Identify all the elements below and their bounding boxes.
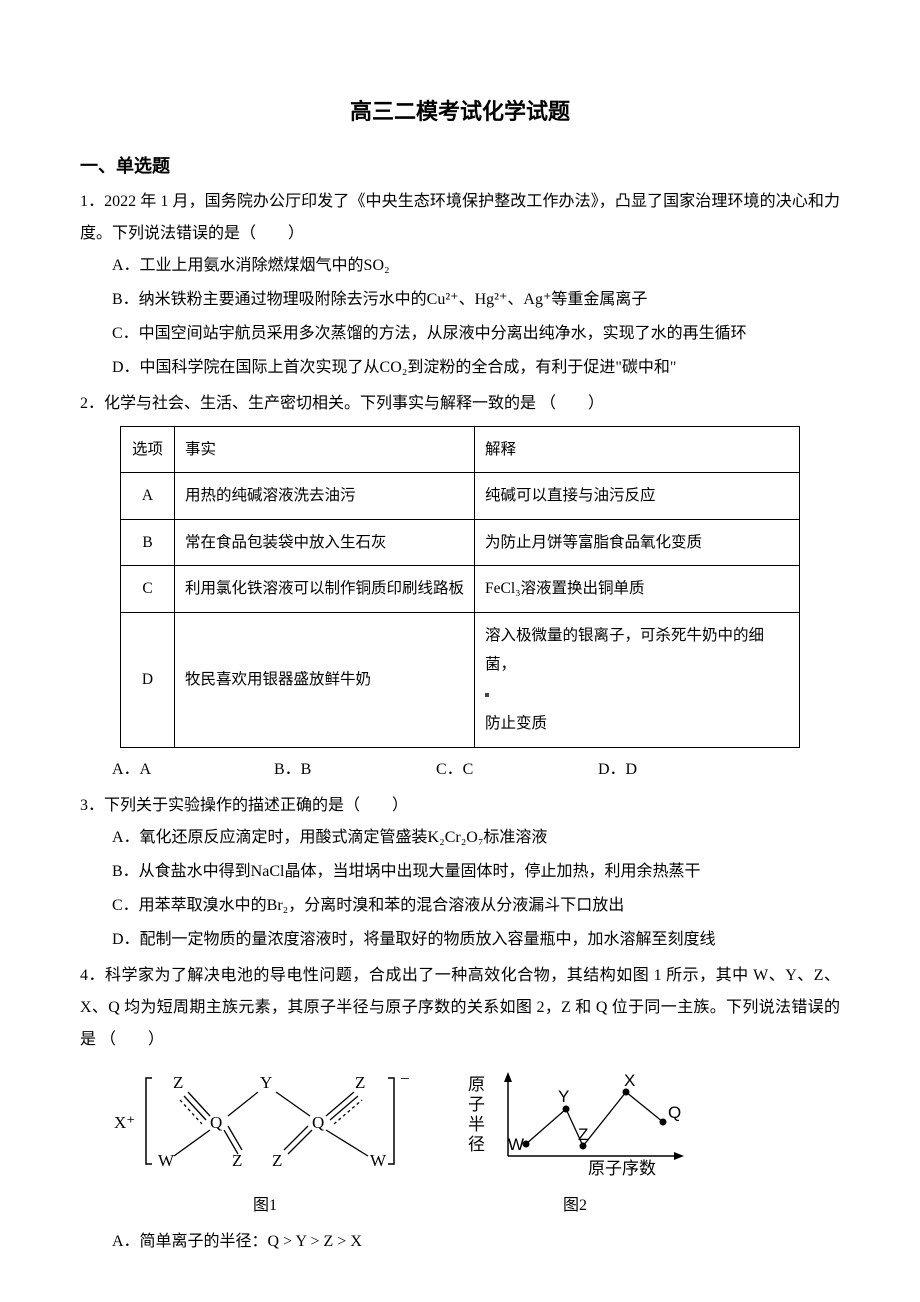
fig2-polyline [526,1092,663,1146]
q2-row-d-exp-line1: 溶入极微量的银离子，可杀死牛奶中的细菌， [485,627,764,673]
bullet-dot-icon [485,693,489,697]
fig2-xlabel: 原子序数 [588,1159,656,1176]
figure-1-svg: X⁺ − Q Z W Z Y [110,1066,420,1176]
q4-figures: X⁺ − Q Z W Z Y [110,1066,840,1222]
table-row: C 利用氯化铁溶液可以制作铜质印刷线路板 FeCl₃溶液置换出铜单质 [121,566,800,612]
fig2-lbl: Q [668,1103,681,1122]
fig1-label-y: Y [260,1073,272,1092]
bracket-right-icon [388,1078,394,1164]
q2-cell: D [121,612,175,747]
q4-option-a: A．简单离子的半径：Q > Y > Z > X [112,1226,840,1258]
bond-icon [228,1126,242,1150]
arrowhead-icon [674,1152,684,1160]
bond-icon [174,1130,210,1156]
bond-icon [276,1092,310,1116]
fig2-lbl: W [508,1135,524,1154]
q3-stem: 3．下列关于实验操作的描述正确的是（ ） [80,790,840,822]
question-2: 2．化学与社会、生活、生产密切相关。下列事实与解释一致的是 （ ） 选项 事实 … [80,388,840,786]
fig1-caption: 图1 [110,1190,420,1222]
bond-icon [228,1092,258,1116]
q3-option-a: A．氧化还原反应滴定时，用酸式滴定管盛装K₂Cr₂O₇标准溶液 [112,822,840,854]
bond-dashed-icon [334,1100,362,1124]
fig2-lbl: Y [558,1087,569,1106]
q1-option-b: B．纳米铁粉主要通过物理吸附除去污水中的Cu²⁺、Hg²⁺、Ag⁺等重金属离子 [112,284,840,316]
q2-cell: 为防止月饼等富脂食品氧化变质 [475,519,800,565]
fig2-point-y [563,1105,570,1112]
table-row: 选项 事实 解释 [121,427,800,473]
fig1-label-w: W [158,1151,175,1170]
q2-cell: 纯碱可以直接与油污反应 [475,473,800,519]
fig1-label-z: Z [173,1073,183,1092]
bond-icon [330,1096,358,1120]
q2-cell: 利用氯化铁溶液可以制作铜质印刷线路板 [175,566,475,612]
q3-option-c: C．用苯萃取溴水中的Br₂，分离时溴和苯的混合溶液从分液漏斗下口放出 [112,890,840,922]
q2-choices: A．A B．B C．C D．D [80,754,840,786]
table-row: D 牧民喜欢用银器盛放鲜牛奶 溶入极微量的银离子，可杀死牛奶中的细菌， 防止变质 [121,612,800,747]
fig1-label-q: Q [210,1113,222,1132]
table-row: A 用热的纯碱溶液洗去油污 纯碱可以直接与油污反应 [121,473,800,519]
fig2-point-q [660,1118,667,1125]
page-title: 高三二模考试化学试题 [80,90,840,134]
q2-choice-d: D．D [598,754,760,786]
arrowhead-icon [504,1072,512,1082]
bond-icon [224,1130,238,1154]
q2-row-d-exp-line2: 防止变质 [485,715,547,732]
q2-cell: C [121,566,175,612]
table-row: B 常在食品包装袋中放入生石灰 为防止月饼等富脂食品氧化变质 [121,519,800,565]
q3-option-d: D．配制一定物质的量浓度溶液时，将量取好的物质放入容量瓶中，加水溶解至刻度线 [112,924,840,956]
fig2-lbl: X [624,1071,635,1090]
q2-cell: 用热的纯碱溶液洗去油污 [175,473,475,519]
question-4: 4．科学家为了解决电池的导电性问题，合成出了一种高效化合物，其结构如图 1 所示… [80,960,840,1258]
q2-cell: FeCl₃溶液置换出铜单质 [475,566,800,612]
q2-choice-b: B．B [274,754,436,786]
q2-cell: 溶入极微量的银离子，可杀死牛奶中的细菌， 防止变质 [475,612,800,747]
fig1-label-z: Z [272,1151,282,1170]
q2-th-opt: 选项 [121,427,175,473]
fig2-ylabel-4: 径 [468,1135,485,1154]
fig1-label-xplus: X⁺ [114,1113,135,1132]
q2-th-fact: 事实 [175,427,475,473]
fig2-ylabel-3: 半 [468,1115,485,1134]
fig1-label-z: Z [355,1073,365,1092]
q1-option-a: A．工业上用氨水消除燃煤烟气中的SO₂ [112,250,840,282]
question-3: 3．下列关于实验操作的描述正确的是（ ） A．氧化还原反应滴定时，用酸式滴定管盛… [80,790,840,956]
q2-cell: A [121,473,175,519]
fig1-label-minus: − [400,1069,410,1088]
q1-option-c: C．中国空间站宇航员采用多次蒸馏的方法，从尿液中分离出纯净水，实现了水的再生循环 [112,318,840,350]
q2-table: 选项 事实 解释 A 用热的纯碱溶液洗去油污 纯碱可以直接与油污反应 B 常在食… [120,426,800,748]
fig2-ylabel-2: 子 [468,1095,485,1114]
bond-icon [326,1130,368,1156]
q2-cell: 牧民喜欢用银器盛放鲜牛奶 [175,612,475,747]
fig1-label-w: W [370,1151,387,1170]
q2-cell: 常在食品包装袋中放入生石灰 [175,519,475,565]
q2-cell: B [121,519,175,565]
fig2-caption: 图2 [460,1190,690,1222]
q2-choice-a: A．A [112,754,274,786]
q1-stem: 1．2022 年 1 月，国务院办公厅印发了《中央生态环境保护整改工作办法》，凸… [80,186,840,250]
q3-option-b: B．从食盐水中得到NaCl晶体，当坩埚中出现大量固体时，停止加热，利用余热蒸干 [112,856,840,888]
q4-stem: 4．科学家为了解决电池的导电性问题，合成出了一种高效化合物，其结构如图 1 所示… [80,960,840,1056]
section-heading-1: 一、单选题 [80,148,840,184]
q2-stem: 2．化学与社会、生活、生产密切相关。下列事实与解释一致的是 （ ） [80,388,840,420]
figure-2-svg: 原 子 半 径 原子序数 W Y Z [460,1066,690,1176]
fig2-ylabel-1: 原 [468,1075,485,1094]
bond-icon [326,1092,354,1116]
figure-2: 原 子 半 径 原子序数 W Y Z [460,1066,690,1222]
question-1: 1．2022 年 1 月，国务院办公厅印发了《中央生态环境保护整改工作办法》，凸… [80,186,840,384]
bracket-left-icon [146,1078,152,1164]
q2-th-exp: 解释 [475,427,800,473]
q1-option-d: D．中国科学院在国际上首次实现了从CO₂到淀粉的全合成，有利于促进"碳中和" [112,352,840,384]
figure-1: X⁺ − Q Z W Z Y [110,1066,420,1222]
fig1-label-q: Q [312,1113,324,1132]
q2-choice-c: C．C [436,754,598,786]
fig2-lbl: Z [578,1125,588,1144]
